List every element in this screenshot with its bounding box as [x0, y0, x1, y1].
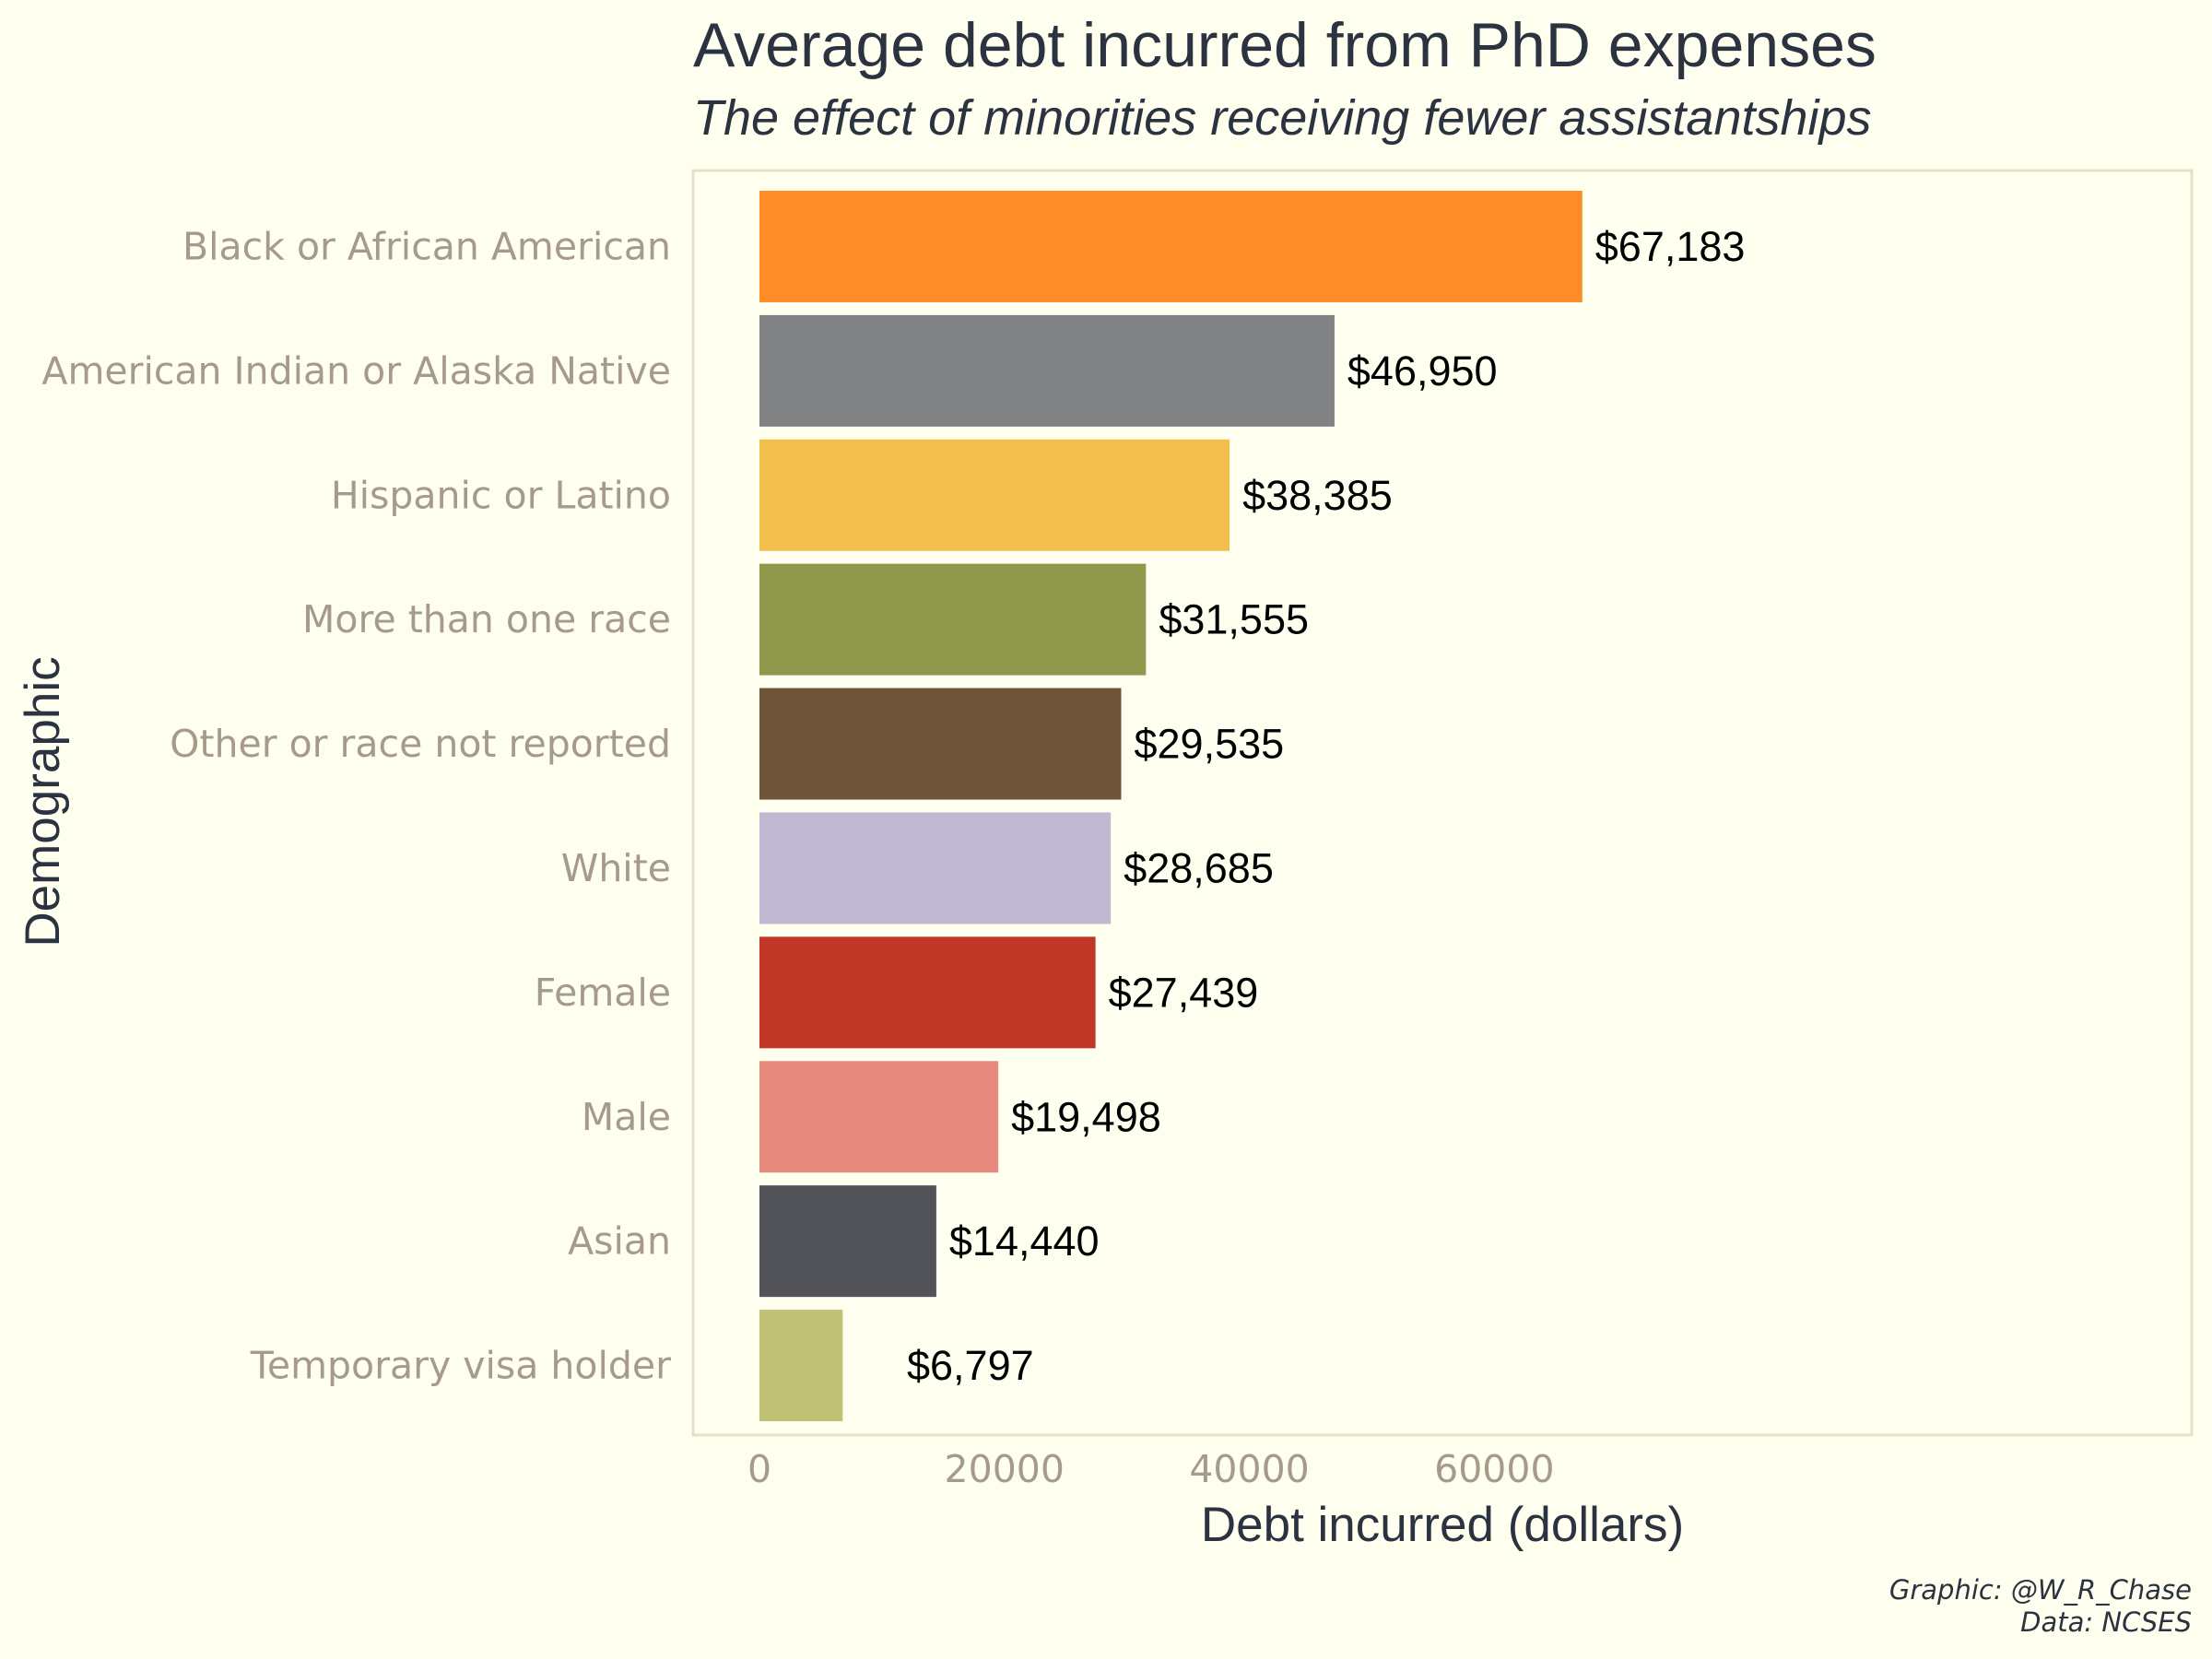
- bar-4: [759, 688, 1122, 800]
- category-label: More than one race: [302, 597, 671, 641]
- bar-0: [759, 190, 1583, 302]
- category-label: Other or race not reported: [170, 722, 671, 766]
- bar-2: [759, 439, 1230, 551]
- category-label: Female: [535, 971, 671, 1015]
- value-label: $67,183: [1595, 223, 1746, 270]
- bar-6: [759, 936, 1096, 1049]
- chart-subtitle: The effect of minorities receiving fewer…: [693, 90, 1872, 146]
- value-label: $28,685: [1124, 844, 1274, 891]
- category-label: Male: [582, 1095, 671, 1139]
- category-label: Hispanic or Latino: [331, 473, 671, 517]
- category-label: White: [561, 846, 671, 890]
- category-label: Temporary visa holder: [250, 1344, 671, 1388]
- value-label: $46,950: [1347, 347, 1498, 394]
- bar-5: [759, 812, 1112, 924]
- caption-data-source: Data: NCSES: [2020, 1606, 2192, 1638]
- bar-1: [759, 314, 1335, 427]
- bar-8: [759, 1185, 936, 1298]
- category-label: Asian: [568, 1219, 671, 1264]
- category-label: Black or African American: [182, 224, 671, 268]
- bar-3: [759, 563, 1147, 676]
- value-label: $19,498: [1011, 1093, 1161, 1140]
- value-label: $38,385: [1242, 472, 1393, 519]
- x-axis-ticks: 0 20000 40000 60000: [747, 1447, 1555, 1491]
- x-tick-label: 0: [747, 1447, 771, 1491]
- bars-layer: [759, 190, 1583, 1422]
- x-axis-title: Debt incurred (dollars): [1201, 1498, 1684, 1552]
- caption-graphic-credit: Graphic: @W_R_Chase: [1889, 1574, 2192, 1606]
- category-label: American Indian or Alaska Native: [41, 348, 671, 393]
- value-label: $29,535: [1134, 721, 1284, 768]
- x-tick-label: 60000: [1434, 1447, 1554, 1491]
- value-labels: $67,183 $46,950 $38,385 $31,555 $29,535 $28,6…: [907, 223, 1745, 1389]
- value-label: $14,440: [949, 1218, 1100, 1265]
- category-labels: Black or African American American Indian…: [41, 224, 671, 1387]
- bar-7: [759, 1061, 999, 1173]
- chart-title: Average debt incurred from PhD expenses: [693, 10, 1877, 80]
- x-tick-label: 40000: [1189, 1447, 1309, 1491]
- plot-panel-border: [691, 169, 2194, 1437]
- x-tick-label: 20000: [945, 1447, 1065, 1491]
- y-axis-title: Demographic: [16, 656, 70, 947]
- value-label: $27,439: [1109, 969, 1259, 1016]
- value-label: $31,555: [1159, 596, 1309, 643]
- value-label: $6,797: [907, 1342, 1034, 1389]
- bar-9: [759, 1310, 843, 1422]
